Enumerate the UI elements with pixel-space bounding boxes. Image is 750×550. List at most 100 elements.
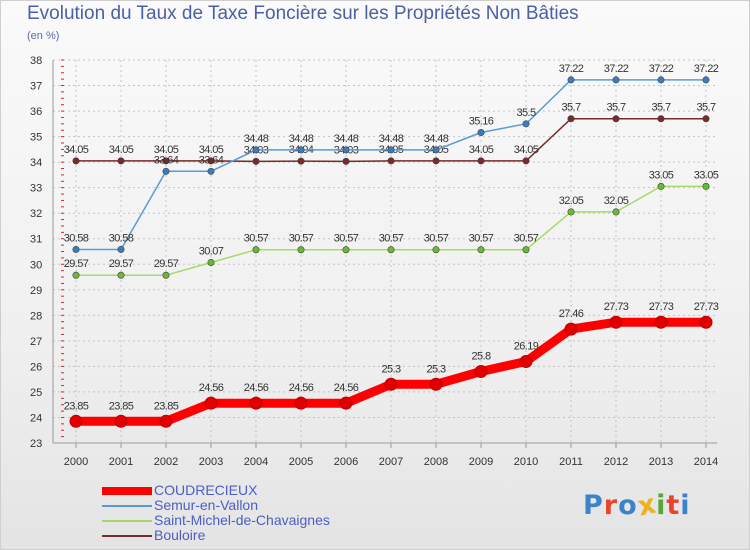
data-label-saint-michel-de-chavaignes: 30.57 — [514, 233, 539, 245]
data-point-coudrecieux — [384, 377, 398, 391]
data-point-semur-en-vallon — [297, 146, 305, 154]
data-point-bouloire — [612, 115, 620, 123]
data-point-coudrecieux — [159, 414, 173, 428]
proxiti-logo: Proxiti — [583, 488, 691, 522]
data-label-coudrecieux: 27.46 — [559, 308, 584, 320]
legend-swatch — [102, 535, 152, 537]
x-tick-label: 2008 — [424, 456, 448, 468]
data-point-semur-en-vallon — [477, 129, 485, 137]
chart-unit-label: (en %) — [27, 30, 60, 42]
data-point-bouloire — [207, 157, 215, 165]
data-label-saint-michel-de-chavaignes: 32.05 — [559, 195, 584, 207]
data-label-bouloire: 34.05 — [154, 144, 179, 156]
data-label-saint-michel-de-chavaignes: 29.57 — [154, 258, 179, 270]
y-tick-label: 25 — [30, 387, 42, 399]
data-label-semur-en-vallon: 33.64 — [199, 154, 224, 166]
data-point-coudrecieux — [204, 396, 218, 410]
data-label-semur-en-vallon: 30.58 — [64, 232, 89, 244]
data-point-coudrecieux — [654, 315, 668, 329]
data-label-coudrecieux: 25.3 — [381, 363, 400, 375]
data-label-saint-michel-de-chavaignes: 30.07 — [199, 245, 224, 257]
x-tick-label: 2004 — [244, 456, 268, 468]
x-tick-label: 2000 — [64, 456, 88, 468]
y-tick-label: 36 — [30, 106, 42, 118]
data-label-semur-en-vallon: 35.16 — [469, 116, 494, 128]
data-point-coudrecieux — [114, 414, 128, 428]
data-point-bouloire — [657, 115, 665, 123]
data-point-coudrecieux — [564, 322, 578, 336]
y-tick-label: 28 — [30, 310, 42, 322]
data-point-bouloire — [162, 157, 170, 165]
data-point-semur-en-vallon — [72, 245, 80, 253]
x-tick-label: 2011 — [559, 456, 583, 468]
x-tick-label: 2009 — [469, 456, 493, 468]
data-label-coudrecieux: 27.73 — [694, 301, 719, 313]
data-label-coudrecieux: 23.85 — [64, 400, 89, 412]
data-point-bouloire — [117, 157, 125, 165]
x-tick-label: 2014 — [694, 456, 718, 468]
data-point-semur-en-vallon — [387, 146, 395, 154]
logo-letter: r — [603, 490, 619, 521]
y-tick-label: 27 — [30, 336, 42, 348]
data-point-semur-en-vallon — [207, 167, 215, 175]
data-label-bouloire: 34.05 — [109, 144, 134, 156]
data-point-coudrecieux — [339, 396, 353, 410]
data-label-semur-en-vallon: 37.22 — [649, 63, 674, 75]
y-tick-label: 31 — [30, 234, 42, 246]
data-label-coudrecieux: 26.19 — [514, 341, 539, 353]
data-point-saint-michel-de-chavaignes — [342, 246, 350, 254]
data-point-bouloire — [297, 157, 305, 165]
data-point-semur-en-vallon — [252, 146, 260, 154]
data-label-semur-en-vallon: 37.22 — [559, 63, 584, 75]
data-point-saint-michel-de-chavaignes — [297, 246, 305, 254]
data-label-coudrecieux: 27.73 — [604, 301, 629, 313]
legend-label: Bouloire — [154, 527, 206, 543]
data-point-coudrecieux — [294, 396, 308, 410]
data-label-coudrecieux: 25.8 — [471, 351, 490, 363]
data-point-saint-michel-de-chavaignes — [477, 246, 485, 254]
x-tick-label: 2007 — [379, 456, 403, 468]
data-label-bouloire: 34.05 — [64, 144, 89, 156]
data-point-saint-michel-de-chavaignes — [207, 258, 215, 266]
data-label-bouloire: 34.05 — [199, 144, 224, 156]
logo-letter: t — [666, 490, 681, 521]
data-point-coudrecieux — [519, 355, 533, 369]
data-point-bouloire — [567, 115, 575, 123]
data-point-saint-michel-de-chavaignes — [657, 182, 665, 190]
data-point-bouloire — [477, 157, 485, 165]
data-point-saint-michel-de-chavaignes — [117, 271, 125, 279]
data-label-bouloire: 34.05 — [469, 144, 494, 156]
data-point-saint-michel-de-chavaignes — [162, 271, 170, 279]
data-point-saint-michel-de-chavaignes — [702, 182, 710, 190]
data-label-saint-michel-de-chavaignes: 30.57 — [244, 233, 269, 245]
data-point-bouloire — [387, 157, 395, 165]
data-point-coudrecieux — [429, 377, 443, 391]
data-point-bouloire — [252, 157, 260, 165]
data-label-saint-michel-de-chavaignes: 30.57 — [289, 233, 314, 245]
data-label-saint-michel-de-chavaignes: 33.05 — [649, 169, 674, 181]
x-tick-label: 2002 — [154, 456, 178, 468]
legend-swatch — [102, 487, 152, 495]
legend-swatch — [102, 505, 152, 507]
data-label-bouloire: 35.7 — [606, 102, 625, 114]
data-label-saint-michel-de-chavaignes: 32.05 — [604, 195, 629, 207]
chart-title: Evolution du Taux de Taxe Foncière sur l… — [27, 3, 579, 24]
data-point-semur-en-vallon — [657, 76, 665, 84]
data-label-semur-en-vallon: 30.58 — [109, 232, 134, 244]
y-tick-label: 24 — [30, 412, 42, 424]
data-label-semur-en-vallon: 34.48 — [379, 133, 404, 145]
legend-label: Saint-Michel-de-Chavaignes — [154, 512, 330, 528]
data-label-semur-en-vallon: 34.48 — [424, 133, 449, 145]
data-point-bouloire — [72, 157, 80, 165]
data-label-coudrecieux: 27.73 — [649, 301, 674, 313]
data-label-coudrecieux: 24.56 — [199, 382, 224, 394]
x-tick-label: 2010 — [514, 456, 538, 468]
data-label-bouloire: 35.7 — [561, 102, 580, 114]
data-point-saint-michel-de-chavaignes — [252, 246, 260, 254]
y-tick-label: 26 — [30, 361, 42, 373]
data-label-semur-en-vallon: 37.22 — [694, 63, 719, 75]
y-tick-label: 30 — [30, 259, 42, 271]
data-point-coudrecieux — [474, 365, 488, 379]
data-point-coudrecieux — [699, 315, 713, 329]
logo-letter: i — [680, 490, 691, 521]
